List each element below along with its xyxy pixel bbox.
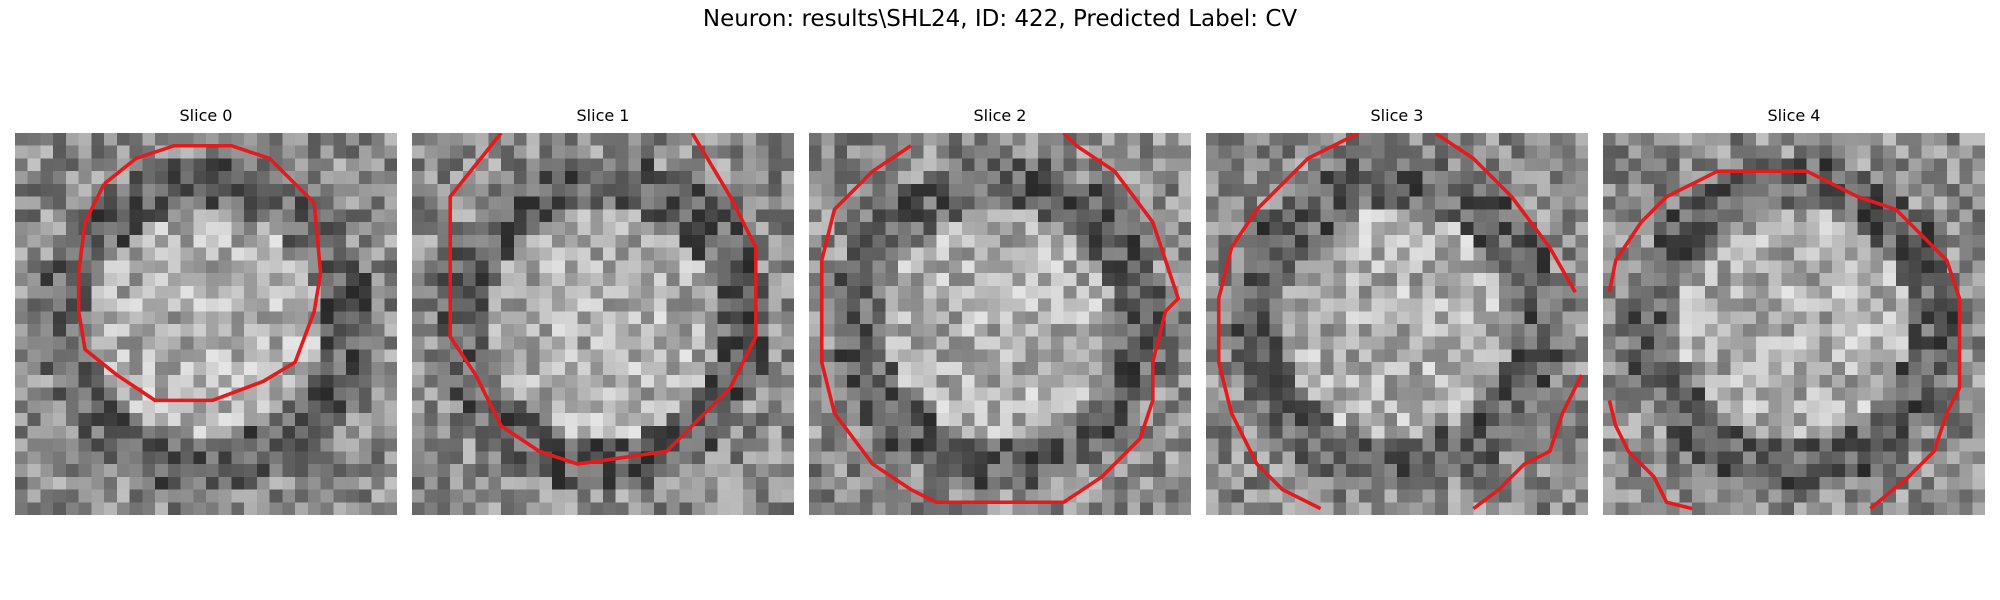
slice-title-0: Slice 0 bbox=[179, 106, 233, 125]
slice-image-3 bbox=[1206, 133, 1588, 515]
contour-line bbox=[1472, 374, 1584, 511]
contour-line bbox=[76, 143, 323, 403]
contour-line bbox=[1434, 133, 1577, 294]
figure-title: Neuron: results\SHL24, ID: 422, Predicte… bbox=[702, 6, 1298, 32]
slice-image-2 bbox=[809, 133, 1191, 515]
slice-title-4: Slice 4 bbox=[1767, 106, 1821, 125]
slice-image-0 bbox=[15, 133, 397, 515]
slice-title-3: Slice 3 bbox=[1370, 106, 1424, 125]
contour-line bbox=[1216, 133, 1360, 511]
contour-line bbox=[819, 133, 1181, 505]
slice-title-2: Slice 2 bbox=[973, 106, 1027, 125]
contour-line bbox=[1607, 399, 1693, 511]
slice-image-4 bbox=[1603, 133, 1985, 515]
contour-line bbox=[1607, 169, 1962, 511]
slice-title-1: Slice 1 bbox=[576, 106, 630, 125]
slice-image-1 bbox=[412, 133, 794, 515]
contour-line bbox=[448, 133, 758, 466]
